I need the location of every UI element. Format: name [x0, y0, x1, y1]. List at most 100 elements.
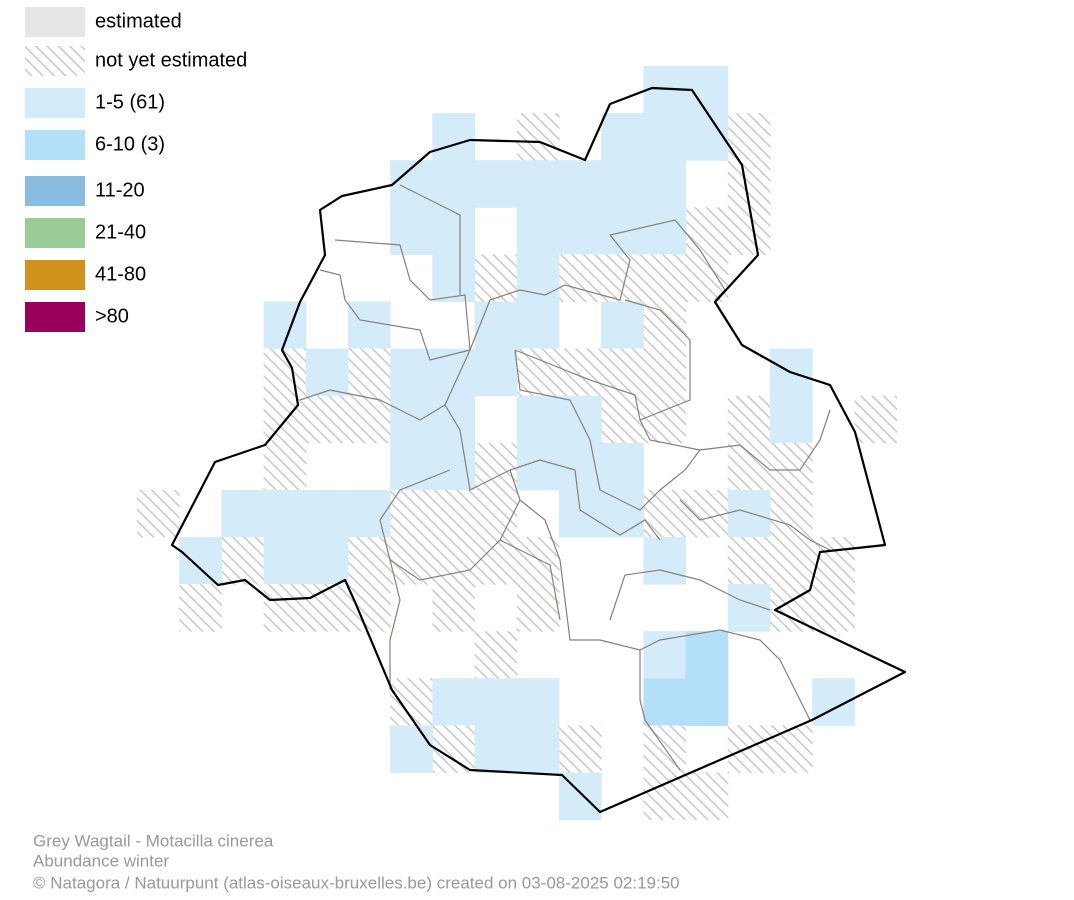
grid-cell	[474, 254, 518, 302]
grid-cell	[601, 301, 644, 350]
grid-cell	[474, 631, 518, 679]
grid-cell	[559, 160, 602, 208]
grid-cell	[516, 678, 560, 726]
grid-cell	[516, 207, 560, 255]
commune-borders	[299, 184, 831, 771]
grid-cell	[432, 584, 476, 632]
grid-cell	[516, 301, 560, 350]
legend-label: >80	[95, 305, 129, 327]
region-border	[170, 86, 907, 814]
grid-cell	[685, 772, 729, 821]
grid-cell	[516, 442, 560, 491]
grid-cell	[432, 725, 476, 773]
grid-cell	[263, 442, 307, 491]
legend-swatch	[25, 176, 85, 206]
grid-cell	[643, 395, 687, 444]
grid-cell	[390, 537, 433, 585]
grid-cell	[390, 442, 433, 491]
grid-cell	[305, 489, 349, 538]
grid-cell	[601, 207, 644, 255]
legend-label: 41-80	[95, 263, 146, 285]
legend: estimated not yet estimated 1-5 (61) 6-10 (…	[25, 7, 247, 332]
grid-cell	[432, 489, 476, 538]
grid-cell	[685, 489, 729, 538]
grid-cell	[263, 584, 307, 632]
legend-swatch	[25, 130, 85, 160]
grid-cell	[727, 725, 771, 773]
grid-cell	[179, 584, 222, 632]
grid-cell	[643, 537, 687, 585]
grid-cell	[812, 584, 855, 632]
legend-swatch	[25, 88, 85, 118]
grid-cell	[685, 631, 729, 679]
legend-label: estimated	[95, 10, 182, 32]
grid-cell	[263, 489, 307, 538]
grid-cell	[601, 348, 644, 397]
grid-cell	[643, 301, 687, 350]
grid-cell	[516, 254, 560, 302]
grid-cell	[516, 725, 560, 773]
grid-cell	[432, 537, 476, 585]
grid-cell	[432, 207, 476, 255]
grid-cell	[474, 442, 518, 491]
grid-cell	[179, 537, 222, 585]
grid-cell	[432, 678, 476, 726]
grid-cell	[643, 160, 687, 208]
grid-cell	[474, 678, 518, 726]
legend-swatch	[25, 46, 85, 76]
grid-cells	[137, 66, 898, 821]
grid-cell	[685, 678, 729, 726]
grid-cell	[474, 489, 518, 538]
map-subtitle: Abundance winter	[33, 851, 169, 870]
grid-cell	[770, 725, 813, 773]
grid-cell	[263, 537, 307, 585]
legend-label: 6-10 (3)	[95, 133, 165, 155]
grid-cell	[432, 348, 476, 397]
grid-cell	[516, 113, 560, 161]
grid-cell	[770, 395, 813, 444]
grid-cell	[727, 489, 771, 538]
legend-swatch	[25, 260, 85, 290]
grid-cell	[643, 678, 687, 726]
grid-cell	[390, 207, 433, 255]
grid-cell	[643, 207, 687, 255]
grid-cell	[390, 489, 433, 538]
grid-cell	[643, 348, 687, 397]
grid-cell	[221, 489, 265, 538]
grid-cell	[559, 442, 602, 491]
grid-cell	[432, 442, 476, 491]
grid-cell	[348, 537, 391, 585]
grid-cell	[727, 537, 771, 585]
grid-cell	[854, 395, 898, 444]
grid-cell	[559, 725, 602, 773]
legend-swatch	[25, 302, 85, 332]
grid-cell	[432, 113, 476, 161]
grid-cell	[559, 207, 602, 255]
grid-cell	[685, 207, 729, 255]
grid-cell	[432, 160, 476, 208]
grid-cell	[643, 254, 687, 302]
grid-cell	[601, 113, 644, 161]
grid-cell	[348, 395, 391, 444]
grid-cell	[601, 489, 644, 538]
grid-cell	[559, 348, 602, 397]
legend-swatch	[25, 7, 85, 37]
grid-cell	[601, 160, 644, 208]
grid-cell	[474, 160, 518, 208]
grid-cell	[432, 254, 476, 302]
grid-cell	[559, 489, 602, 538]
grid-cell	[643, 113, 687, 161]
grid-cell	[643, 489, 687, 538]
grid-cell	[390, 395, 433, 444]
grid-cell	[727, 442, 771, 491]
grid-cell	[516, 348, 560, 397]
grid-cell	[770, 489, 813, 538]
legend-label: 11-20	[95, 179, 145, 201]
grid-cell	[516, 584, 560, 632]
grid-cell	[390, 348, 433, 397]
grid-cell	[221, 537, 265, 585]
grid-cell	[348, 301, 391, 350]
legend-label: 21-40	[95, 221, 146, 243]
grid-cell	[348, 584, 391, 632]
